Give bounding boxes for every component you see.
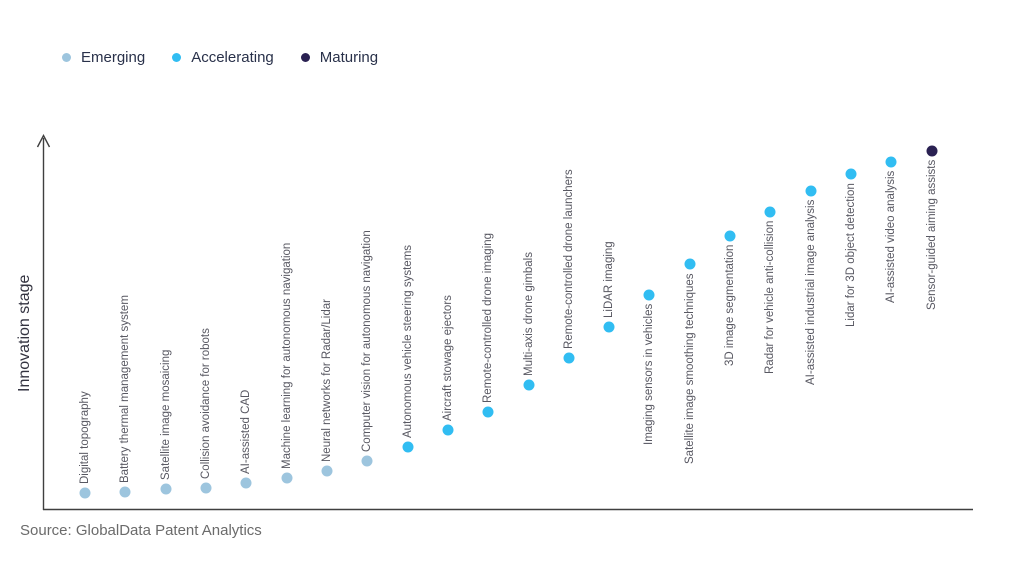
data-point-label: LiDAR imaging [603, 241, 616, 318]
data-point-label: Neural networks for Radar/Lidar [320, 299, 333, 462]
data-point [200, 482, 212, 494]
legend-item-accelerating: Accelerating [172, 49, 274, 66]
data-point [442, 424, 454, 436]
data-point [321, 465, 333, 477]
data-point-label: Satellite image smoothing techniques [683, 273, 696, 464]
data-point-label: Autonomous vehicle steering systems [401, 244, 414, 438]
data-point [523, 379, 535, 391]
data-point [482, 406, 494, 418]
data-point [926, 145, 938, 157]
data-point-label: Collision avoidance for robots [199, 328, 212, 479]
data-point-label: AI-assisted industrial image analysis [804, 199, 817, 385]
data-point-label: Radar for vehicle anti-collision [764, 220, 777, 374]
data-point [643, 289, 655, 301]
data-point-label: Imaging sensors in vehicles [643, 303, 656, 445]
data-point-label: Sensor-guided aiming assists [925, 159, 938, 310]
legend-item-emerging: Emerging [62, 49, 145, 66]
legend-item-maturing: Maturing [300, 48, 379, 66]
data-point-label: 3D image segmentation [724, 244, 737, 366]
data-point-label: Lidar for 3D object detection [845, 183, 858, 327]
data-point [845, 168, 857, 180]
data-point [119, 486, 131, 498]
data-point [240, 477, 252, 489]
legend-marker [62, 52, 71, 62]
data-point-label: Multi-axis drone gimbals [522, 252, 535, 376]
data-point [603, 321, 615, 333]
data-point [361, 455, 373, 467]
data-point-label: AI-assisted video analysis [885, 170, 898, 303]
data-point [764, 206, 776, 218]
data-point-label: Battery thermal management system [119, 295, 132, 483]
data-point [79, 487, 91, 499]
data-point [563, 352, 575, 364]
data-point-label: Remote-controlled drone imaging [482, 232, 495, 403]
data-point-label: Machine learning for autonomous navigati… [280, 242, 293, 469]
data-point [885, 156, 897, 168]
data-point-label: Satellite image mosaicing [159, 349, 172, 480]
data-point-label: AI-assisted CAD [240, 389, 253, 474]
data-point [805, 185, 817, 197]
data-point [684, 258, 696, 270]
legend-marker [172, 52, 182, 62]
data-point-label: Digital topography [79, 391, 91, 484]
legend-marker [300, 52, 310, 62]
data-point [402, 441, 414, 453]
stage-legend: Emerging Accelerating Maturing [62, 48, 378, 66]
legend-label: Maturing [319, 48, 379, 66]
data-point [281, 472, 293, 484]
data-point [160, 483, 172, 495]
source-note: Source: GlobalData Patent Analytics [20, 522, 262, 539]
data-point [724, 230, 736, 242]
y-axis-arrow-icon [36, 133, 51, 148]
data-point-label: Remote-controlled drone launchers [562, 169, 575, 349]
y-axis-title: Innovation stage [16, 274, 33, 392]
data-point-label: Aircraft stowage ejectors [441, 295, 454, 421]
legend-label: Accelerating [191, 48, 274, 66]
legend-label: Emerging [81, 48, 146, 66]
data-point-label: Computer vision for autonomous navigatio… [361, 230, 374, 452]
